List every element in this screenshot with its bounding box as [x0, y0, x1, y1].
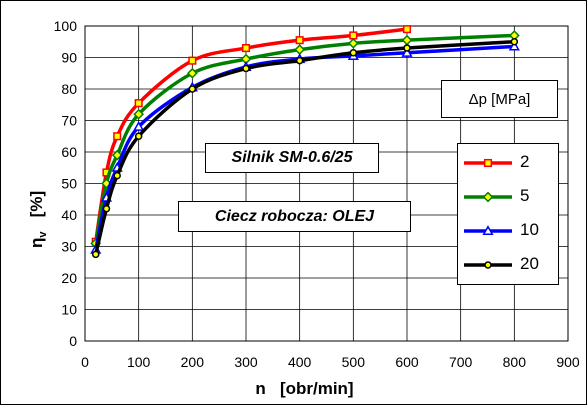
y-tick-label: 50: [61, 176, 77, 192]
data-point-5: [186, 67, 198, 79]
legend-swatch-20: [464, 261, 512, 269]
legend-entry-20: 20: [458, 250, 558, 280]
y-tick-label: 20: [61, 270, 77, 286]
x-tick-label: 200: [181, 354, 205, 370]
series-line-20: [94, 40, 515, 255]
legend-label-10: 10: [520, 220, 539, 239]
data-point-20: [510, 38, 519, 46]
y-tick-label: 100: [54, 18, 78, 34]
data-point-2: [241, 44, 251, 53]
x-tick-label: 700: [449, 354, 473, 370]
data-point-5: [111, 149, 123, 161]
legend-swatch-5: [464, 191, 512, 203]
data-point-20: [113, 171, 121, 180]
data-point-10: [133, 120, 145, 131]
legend-title: Δp [MPa]: [441, 80, 558, 118]
data-point-2: [402, 25, 412, 34]
y-tick-label: 30: [61, 239, 77, 255]
y-tick-label: 10: [61, 302, 77, 318]
legend-swatch-2: [464, 158, 512, 168]
data-point-5: [133, 108, 145, 120]
data-point-20: [295, 56, 304, 65]
series-line-5: [94, 33, 515, 244]
x-tick-label: 500: [342, 354, 366, 370]
data-point-2: [295, 36, 304, 45]
legend-label-20: 20: [520, 254, 539, 273]
x-tick-label: 0: [81, 354, 89, 370]
legend-label-2: 2: [520, 152, 530, 171]
data-point-2: [188, 56, 197, 65]
data-point-20: [403, 44, 411, 52]
data-point-20: [242, 64, 250, 73]
annotation-fluid: Ciecz robocza: OLEJ: [178, 201, 411, 232]
legend-swatch-10: [464, 225, 512, 236]
data-point-10: [401, 46, 413, 57]
data-point-5: [347, 37, 359, 49]
data-point-2: [134, 99, 143, 108]
legend-entry-2: 2: [458, 148, 558, 178]
legend-entry-5: 5: [458, 182, 558, 212]
data-point-2: [349, 31, 358, 40]
x-tick-label: 300: [234, 354, 258, 370]
legend-entry-10: 10: [458, 216, 558, 246]
data-point-2: [113, 132, 122, 141]
x-tick-label: 600: [395, 354, 419, 370]
x-tick-label: 800: [503, 354, 527, 370]
plot-border: [84, 25, 569, 342]
data-point-20: [102, 204, 111, 213]
data-point-20: [91, 250, 100, 259]
y-tick-label: 0: [69, 333, 77, 349]
x-tick-label: 400: [288, 354, 312, 370]
data-point-20: [349, 49, 358, 57]
x-tick-label: 100: [127, 354, 151, 370]
y-axis-label: ηv [%]: [27, 191, 49, 248]
legend: 2 5 10 20: [457, 143, 559, 285]
y-tick-label: 70: [61, 113, 77, 129]
x-tick-label: 900: [556, 354, 580, 370]
legend-label-5: 5: [520, 186, 530, 205]
annotation-motor: Silnik SM-0.6/25: [205, 143, 379, 173]
data-point-20: [188, 85, 197, 93]
data-point-20: [134, 132, 143, 140]
data-point-10: [508, 40, 520, 51]
y-tick-label: 60: [61, 144, 77, 160]
y-tick-label: 80: [61, 81, 77, 97]
y-tick-label: 90: [61, 50, 77, 66]
y-tick-label: 40: [61, 207, 77, 223]
x-axis-label: n [obr/min]: [255, 379, 353, 398]
